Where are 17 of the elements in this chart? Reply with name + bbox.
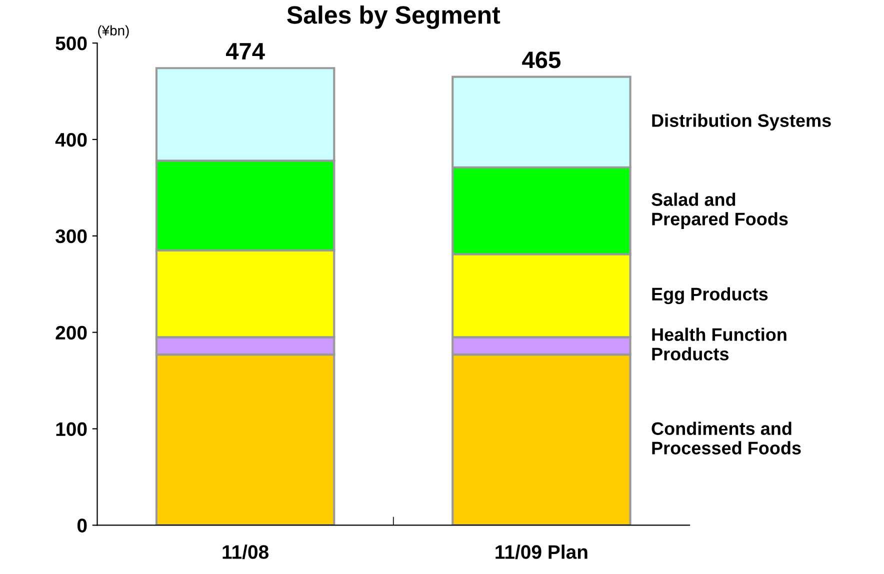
series-label: Distribution Systems [652, 114, 831, 131]
series-label: Egg Products [652, 287, 768, 304]
total-label: 474 [226, 43, 265, 60]
y-tick-label: 200 [56, 326, 87, 340]
text: (¥bn) [98, 25, 129, 38]
x-tick-label: 11/09 Plan [496, 544, 588, 560]
y-tick-label: 500 [56, 36, 87, 50]
y-tick-label: 400 [55, 132, 87, 147]
y-tick-label: 300 [56, 229, 87, 244]
series-label: Salad and Prepared Foods [652, 192, 788, 229]
y-tick-label: 100 [56, 422, 87, 436]
chart-title: Sales by Segment [287, 5, 500, 29]
total-label: 465 [522, 52, 560, 68]
series-label: Condiments and Processed Foods [652, 422, 801, 454]
y-tick-label: 0 [77, 518, 87, 532]
x-tick-label: 11/08 [222, 544, 269, 560]
series-label: Health Function Products [652, 328, 786, 360]
